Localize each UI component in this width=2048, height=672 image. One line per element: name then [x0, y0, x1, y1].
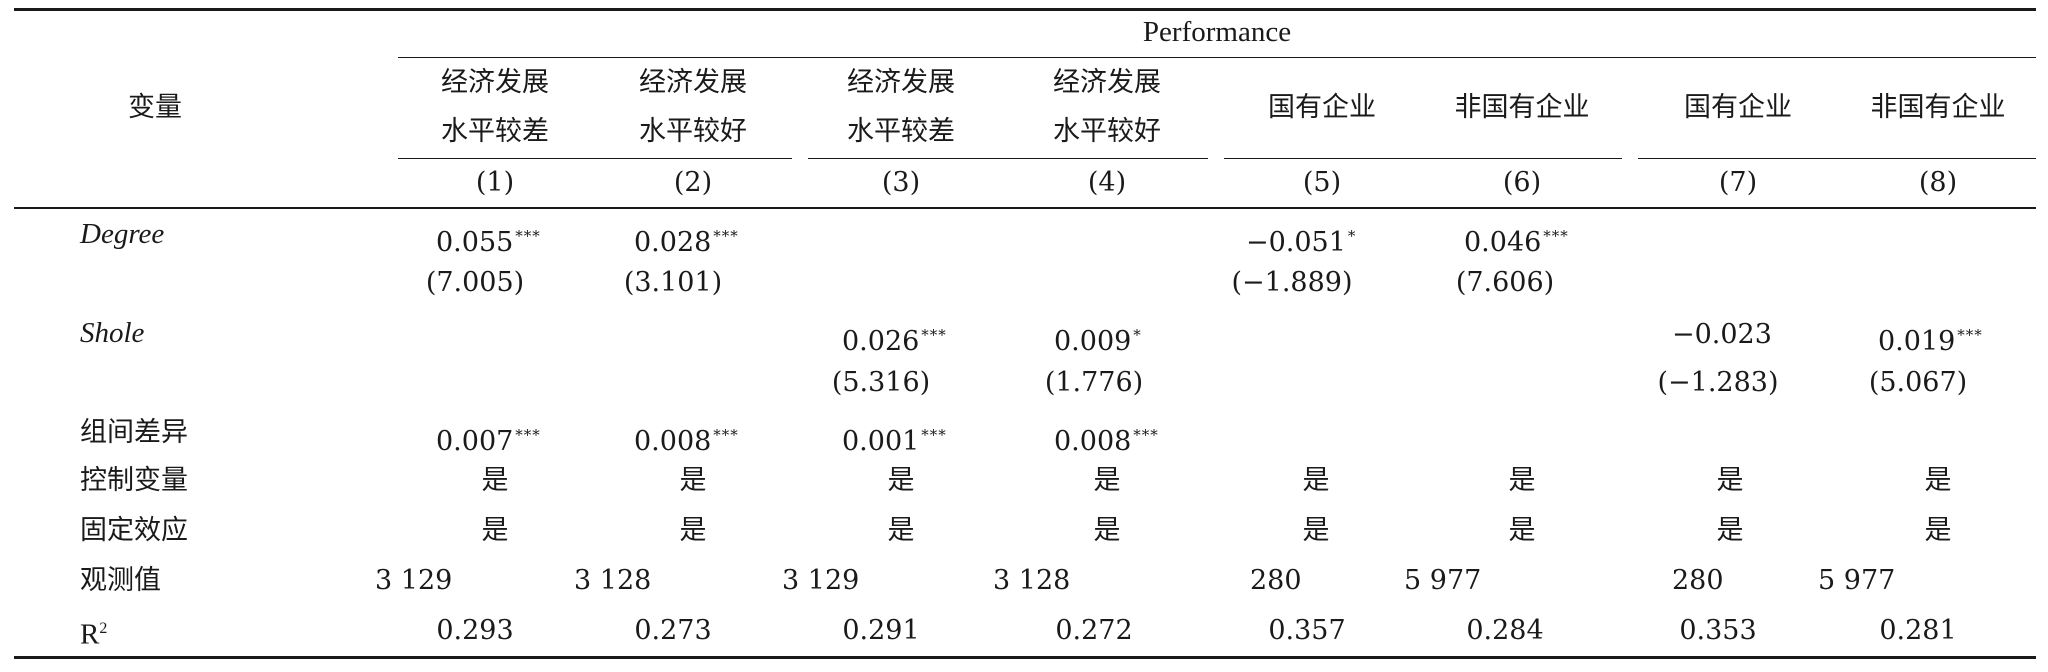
r2-2: 0.273: [634, 615, 712, 646]
shole-label: Shole: [80, 317, 145, 349]
performance-title: Performance: [1142, 16, 1292, 48]
degree-coef-6: 0.046 ***: [1464, 227, 1569, 258]
col-2-number: (2): [673, 167, 713, 198]
col-4-header-line2: 水平较好: [1053, 116, 1161, 147]
col-4-number: (4): [1087, 167, 1127, 198]
observations-7: 280: [1672, 565, 1724, 596]
observations-1: 3 129: [375, 565, 453, 596]
col-7-header: 国有企业: [1684, 92, 1792, 123]
group-rule-4: [1638, 158, 2036, 159]
group-diff-1: 0.007 ***: [436, 426, 541, 457]
fixed-effects-5: 是: [1302, 515, 1330, 546]
shole-coef-7: −0.023: [1672, 319, 1772, 350]
bottom-rule: [14, 656, 2036, 659]
col-3-header-line1: 经济发展: [847, 67, 955, 98]
degree-label: Degree: [80, 218, 165, 250]
observations-5: 280: [1250, 565, 1302, 596]
col-7-number: (7): [1718, 167, 1758, 198]
controls-2: 是: [679, 465, 707, 496]
fixed-effects-6: 是: [1508, 515, 1536, 546]
controls-8: 是: [1924, 465, 1952, 496]
shole-coef-8: 0.019 ***: [1878, 326, 1983, 357]
r2-3: 0.291: [842, 615, 920, 646]
fixed-effects-label: 固定效应: [80, 515, 188, 546]
performance-rule: [398, 57, 2036, 58]
fixed-effects-8: 是: [1924, 515, 1952, 546]
col-2-header-line1: 经济发展: [639, 67, 747, 98]
col-6-number: (6): [1502, 167, 1542, 198]
observations-6: 5 977: [1404, 565, 1482, 596]
shole-tstat-8: (5.067): [1868, 367, 1968, 398]
shole-tstat-7: (−1.283): [1657, 367, 1779, 398]
degree-coef-2: 0.028 ***: [634, 227, 739, 258]
observations-2: 3 128: [574, 565, 652, 596]
fixed-effects-7: 是: [1716, 515, 1744, 546]
col-3-header-line2: 水平较差: [847, 116, 955, 147]
group-diff-3: 0.001 ***: [842, 426, 947, 457]
observations-label: 观测值: [80, 565, 161, 596]
observations-8: 5 977: [1818, 565, 1896, 596]
col-1-header-line1: 经济发展: [441, 67, 549, 98]
col-6-header: 非国有企业: [1454, 92, 1590, 123]
col-5-number: (5): [1302, 167, 1342, 198]
header-bottom-rule: [14, 207, 2036, 209]
degree-coef-5: −0.051 *: [1246, 227, 1357, 258]
degree-tstat-6: (7.606): [1455, 267, 1555, 298]
r2-label: R2: [80, 618, 108, 651]
r2-8: 0.281: [1879, 615, 1957, 646]
degree-tstat-2: (3.101): [623, 267, 723, 298]
degree-tstat-5: (−1.889): [1231, 267, 1353, 298]
col-8-header: 非国有企业: [1870, 92, 2006, 123]
degree-tstat-1: (7.005): [425, 267, 525, 298]
group-rule-2: [808, 158, 1208, 159]
shole-coef-4: 0.009 *: [1054, 326, 1142, 357]
fixed-effects-2: 是: [679, 515, 707, 546]
col-1-header-line2: 水平较差: [441, 116, 549, 147]
controls-3: 是: [887, 465, 915, 496]
top-rule: [14, 8, 2036, 11]
col-4-header-line1: 经济发展: [1053, 67, 1161, 98]
col-5-header: 国有企业: [1268, 92, 1376, 123]
fixed-effects-1: 是: [481, 515, 509, 546]
shole-coef-3: 0.026 ***: [842, 326, 947, 357]
controls-1: 是: [481, 465, 509, 496]
r2-6: 0.284: [1466, 615, 1544, 646]
shole-tstat-3: (5.316): [831, 367, 931, 398]
controls-7: 是: [1716, 465, 1744, 496]
degree-coef-1: 0.055 ***: [436, 227, 541, 258]
col-3-number: (3): [881, 167, 921, 198]
shole-tstat-4: (1.776): [1044, 367, 1144, 398]
group-rule-3: [1224, 158, 1622, 159]
fixed-effects-3: 是: [887, 515, 915, 546]
observations-4: 3 128: [993, 565, 1071, 596]
controls-6: 是: [1508, 465, 1536, 496]
group-diff-4: 0.008 ***: [1054, 426, 1159, 457]
r2-1: 0.293: [436, 615, 514, 646]
observations-3: 3 129: [782, 565, 860, 596]
group-rule-1: [398, 158, 792, 159]
col-2-header-line2: 水平较好: [639, 116, 747, 147]
row-label-header: 变量: [128, 92, 182, 123]
r2-5: 0.357: [1268, 615, 1346, 646]
group-diff-label: 组间差异: [80, 417, 188, 448]
controls-label: 控制变量: [80, 465, 188, 496]
controls-5: 是: [1302, 465, 1330, 496]
r2-4: 0.272: [1055, 615, 1133, 646]
r2-7: 0.353: [1679, 615, 1757, 646]
controls-4: 是: [1093, 465, 1121, 496]
col-8-number: (8): [1918, 167, 1958, 198]
fixed-effects-4: 是: [1093, 515, 1121, 546]
col-1-number: (1): [475, 167, 515, 198]
group-diff-2: 0.008 ***: [634, 426, 739, 457]
